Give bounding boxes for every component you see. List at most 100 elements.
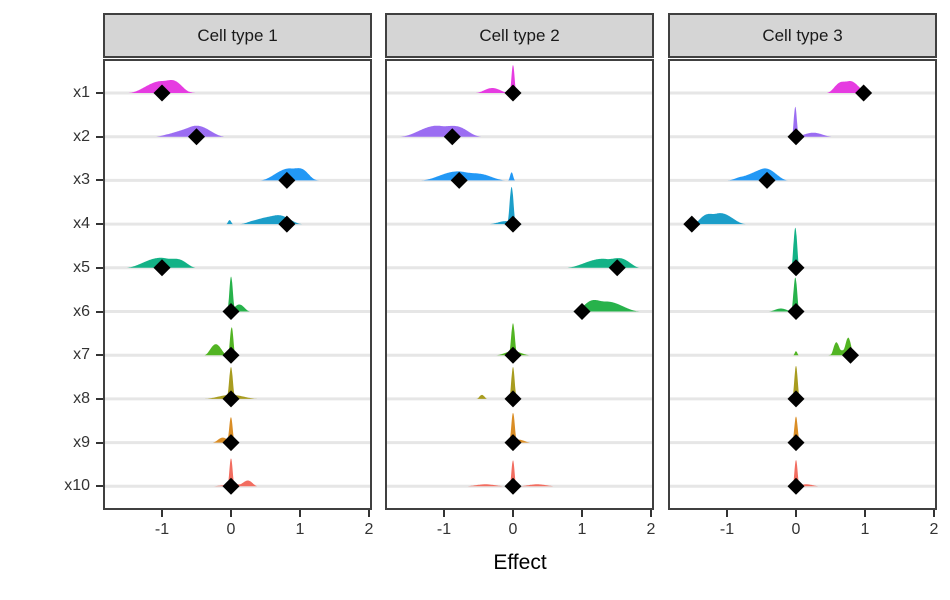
y-axis-label-x8: x8 bbox=[73, 389, 90, 407]
x-axis-tick bbox=[581, 510, 583, 517]
facet-panel bbox=[103, 59, 372, 510]
x-axis-tick-label: 0 bbox=[791, 521, 801, 538]
x-axis-tick-label: 2 bbox=[364, 521, 374, 538]
point-estimate-diamond-x9 bbox=[787, 434, 805, 452]
density-ridge-x3 bbox=[259, 168, 320, 181]
point-estimate-diamond-x7 bbox=[222, 346, 240, 364]
x-axis-tick bbox=[512, 510, 514, 517]
x-axis-title: Effect bbox=[493, 551, 547, 574]
point-estimate-diamond-x10 bbox=[504, 477, 522, 495]
facet-cell-type-3: Cell type 3 bbox=[668, 0, 937, 600]
point-estimate-diamond-x1 bbox=[504, 84, 522, 102]
point-estimate-diamond-x5 bbox=[153, 259, 171, 277]
point-estimate-diamond-x9 bbox=[504, 434, 522, 452]
x-axis-tick bbox=[299, 510, 301, 517]
density-ridge-x7 bbox=[204, 327, 236, 356]
point-estimate-diamond-x1 bbox=[855, 84, 873, 102]
density-ridge-x7 bbox=[793, 337, 859, 356]
x-axis-tick-label: 1 bbox=[295, 521, 305, 538]
facet-strip-label: Cell type 3 bbox=[762, 25, 843, 45]
facet-cell-type-2: Cell type 2 bbox=[385, 0, 654, 600]
density-ridge-x2 bbox=[155, 125, 226, 137]
y-axis-tick bbox=[96, 92, 103, 94]
facet-strip: Cell type 1 bbox=[103, 13, 372, 58]
y-axis-label-x4: x4 bbox=[73, 215, 90, 233]
x-axis-tick bbox=[230, 510, 232, 517]
density-ridge-x4 bbox=[488, 186, 524, 225]
density-ridge-x7 bbox=[495, 323, 531, 356]
point-estimate-diamond-x3 bbox=[450, 171, 468, 189]
x-axis-tick bbox=[864, 510, 866, 517]
y-axis-label-x7: x7 bbox=[73, 346, 90, 364]
point-estimate-diamond-x7 bbox=[842, 346, 860, 364]
panel-border bbox=[103, 59, 372, 510]
x-axis-tick-label: -1 bbox=[436, 521, 452, 538]
x-axis-tick-label: 2 bbox=[646, 521, 656, 538]
x-axis-tick-label: 1 bbox=[577, 521, 587, 538]
point-estimate-diamond-x9 bbox=[222, 434, 240, 452]
y-axis-tick bbox=[96, 223, 103, 226]
x-axis-tick-label: -1 bbox=[154, 521, 170, 538]
point-estimate-diamond-x3 bbox=[278, 171, 296, 189]
panel-border bbox=[385, 59, 654, 510]
y-axis-label-x9: x9 bbox=[73, 433, 90, 451]
point-estimate-diamond-x5 bbox=[787, 259, 805, 277]
density-ridge-x3 bbox=[419, 171, 516, 181]
density-ridge-x4 bbox=[691, 213, 747, 225]
panel-canvas bbox=[103, 59, 372, 510]
density-ridge-x1 bbox=[826, 81, 869, 93]
point-estimate-diamond-x1 bbox=[153, 84, 171, 102]
point-estimate-diamond-x2 bbox=[787, 128, 805, 146]
y-axis-tick bbox=[96, 397, 103, 400]
y-axis-label-x2: x2 bbox=[73, 127, 90, 145]
point-estimate-diamond-x10 bbox=[222, 477, 240, 495]
y-axis-label-x1: x1 bbox=[73, 84, 90, 101]
point-estimate-diamond-x6 bbox=[787, 303, 805, 320]
x-axis-tick-label: 1 bbox=[860, 521, 870, 538]
density-ridge-x8 bbox=[203, 367, 259, 399]
facet-panel bbox=[385, 59, 654, 510]
x-axis-tick-label: -1 bbox=[719, 521, 735, 538]
x-axis-tick bbox=[795, 510, 797, 517]
x-axis-tick bbox=[650, 510, 652, 517]
density-ridge-x5 bbox=[564, 258, 641, 268]
panel-border bbox=[668, 59, 937, 510]
facet-strip-label: Cell type 1 bbox=[197, 25, 278, 45]
y-axis-tick bbox=[96, 485, 103, 488]
point-estimate-diamond-x5 bbox=[608, 259, 626, 277]
density-ridge-x8 bbox=[792, 365, 800, 399]
y-axis-tick bbox=[96, 179, 103, 182]
x-axis-tick bbox=[368, 510, 370, 517]
facet-cell-type-1: Cell type 1 bbox=[103, 0, 372, 600]
point-estimate-diamond-x7 bbox=[504, 346, 522, 364]
y-axis-tick bbox=[96, 441, 103, 444]
point-estimate-diamond-x3 bbox=[758, 171, 776, 189]
x-axis-tick bbox=[443, 510, 445, 517]
y-axis-tick bbox=[96, 310, 103, 313]
y-axis-tick bbox=[96, 354, 103, 357]
point-estimate-diamond-x8 bbox=[222, 390, 240, 408]
y-axis-label-x5: x5 bbox=[73, 258, 90, 276]
point-estimate-diamond-x8 bbox=[504, 390, 522, 408]
y-axis-label-x10: x10 bbox=[64, 477, 90, 495]
facet-strip-label: Cell type 2 bbox=[479, 25, 560, 45]
density-ridge-x3 bbox=[727, 168, 789, 181]
x-axis-tick bbox=[933, 510, 935, 517]
x-axis-tick bbox=[726, 510, 728, 517]
facet-strip: Cell type 2 bbox=[385, 13, 654, 58]
panel-canvas bbox=[385, 59, 654, 510]
point-estimate-diamond-x6 bbox=[222, 303, 240, 320]
facet-panel bbox=[668, 59, 937, 510]
y-axis-tick bbox=[96, 266, 103, 269]
point-estimate-diamond-x8 bbox=[787, 390, 805, 408]
y-axis-label-x6: x6 bbox=[73, 302, 90, 320]
y-axis-tick bbox=[96, 135, 103, 138]
density-ridge-x2 bbox=[399, 125, 482, 137]
point-estimate-diamond-x4 bbox=[504, 215, 522, 233]
y-axis-label-x3: x3 bbox=[73, 171, 90, 189]
panel-canvas bbox=[668, 59, 937, 510]
density-ridge-x6 bbox=[227, 276, 251, 312]
point-estimate-diamond-x4 bbox=[278, 215, 296, 233]
point-estimate-diamond-x2 bbox=[188, 128, 205, 146]
